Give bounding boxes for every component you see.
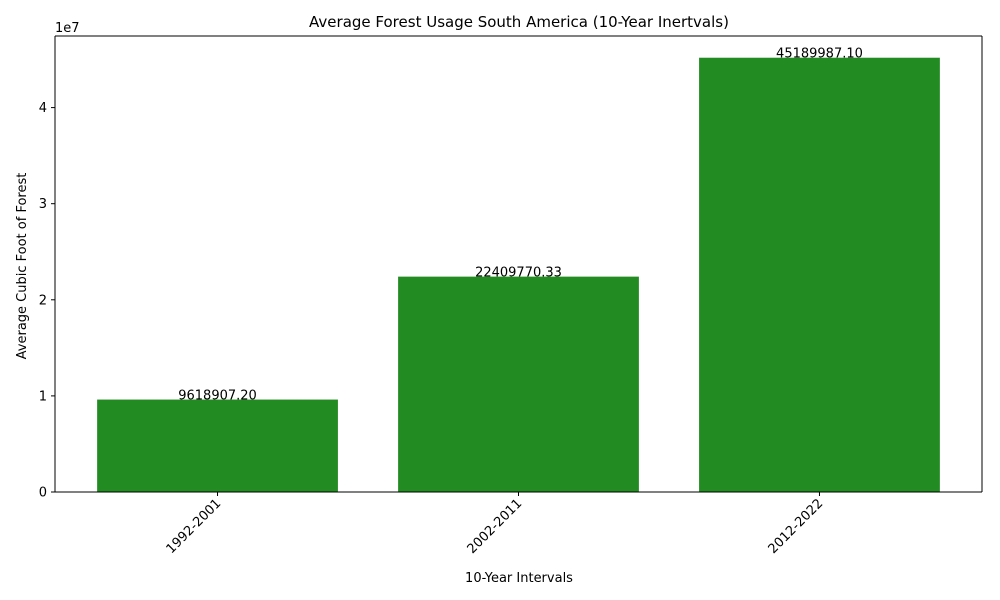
y-tick-label: 4: [39, 101, 47, 116]
y-tick-label: 3: [39, 197, 47, 212]
y-tick-label: 1: [39, 389, 47, 404]
x-tick-label: 2002-2011: [465, 496, 526, 557]
y-axis-label: Average Cubic Foot of Forest: [15, 173, 30, 360]
chart-title: Average Forest Usage South America (10-Y…: [309, 13, 729, 31]
plot-area: 0 1 2 3 4 1992-2001 2002-2011 2012-2022 9618907.…: [39, 35, 983, 557]
x-tick-label: 2012-2022: [766, 496, 827, 557]
y-axis-offset-label: 1e7: [55, 21, 80, 36]
y-tick-label: 0: [39, 486, 47, 501]
x-tick-label: 1992-2001: [164, 496, 225, 557]
bar: [97, 399, 338, 492]
x-axis-label: 10-Year Intervals: [465, 571, 573, 586]
bar-value-label: 22409770.33: [475, 266, 562, 281]
bar-value-label: 45189987.10: [776, 47, 863, 62]
bar: [398, 276, 639, 492]
y-tick-label: 2: [39, 293, 47, 308]
bar: [699, 57, 940, 492]
bar-value-label: 9618907.20: [178, 389, 257, 404]
